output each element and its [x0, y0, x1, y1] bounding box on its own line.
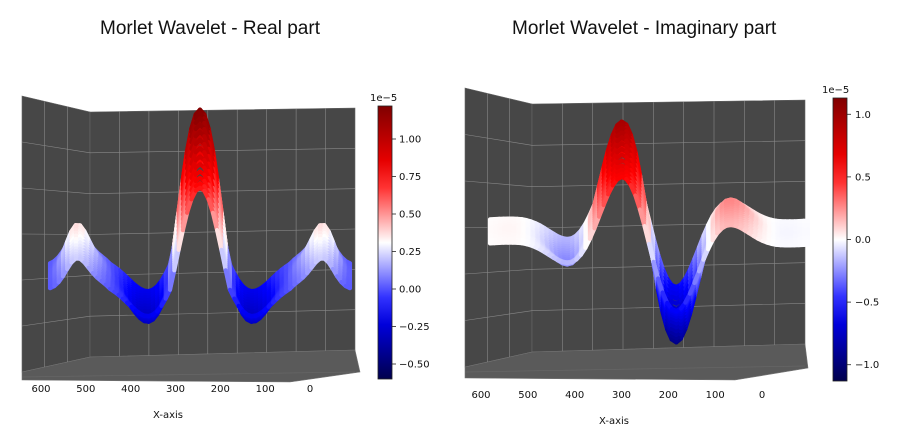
- grid-line: [21, 315, 91, 327]
- colorbar-tick-label: 1.00: [399, 135, 421, 146]
- x-tick-label: 500: [76, 384, 95, 395]
- x-tick-label: 300: [166, 384, 185, 395]
- colorbar-tick-label: −0.25: [399, 322, 430, 333]
- grid-line: [531, 140, 806, 146]
- colorbar-tick-label: −0.50: [399, 360, 430, 371]
- x-tick-label: 100: [256, 384, 275, 395]
- x-tick-label: 600: [471, 390, 490, 401]
- surface-segment: [655, 276, 665, 295]
- surface-segment: [189, 141, 198, 159]
- surface-segment: [642, 224, 652, 247]
- surface-segment: [202, 126, 211, 145]
- surface-segment: [189, 134, 198, 151]
- grid-line: [89, 309, 356, 317]
- x-tick-label: 200: [659, 390, 678, 401]
- x-tick-label: 100: [706, 390, 725, 401]
- surface-segment: [223, 268, 233, 292]
- chart-title-imaginary: Morlet Wavelet - Imaginary part: [512, 18, 777, 39]
- colorbar-tick-label: 0.75: [399, 172, 421, 183]
- x-tick-label: 500: [518, 390, 537, 401]
- x-axis-line: [21, 371, 356, 378]
- surface-segment: [176, 228, 185, 252]
- surface-segment: [185, 197, 194, 215]
- surface-segment: [215, 228, 224, 252]
- x-tick-label: 300: [612, 390, 631, 401]
- grid-line: [89, 188, 356, 194]
- surface-segment: [180, 210, 190, 233]
- x-axis-label: X-axis: [153, 410, 183, 421]
- surface-segment: [633, 193, 643, 212]
- grid-line: [21, 187, 91, 194]
- grid-line: [21, 141, 91, 154]
- colorbar-tick-label: 0.0: [855, 235, 871, 246]
- surface-segment: [219, 247, 228, 273]
- surface-segment: [189, 126, 198, 145]
- surface-segment: [167, 268, 177, 292]
- surface-segment: [206, 197, 215, 215]
- grid-line: [89, 148, 356, 154]
- x-axis-label: X-axis: [599, 416, 629, 427]
- x-tick-label: 400: [565, 390, 584, 401]
- surface-segment: [210, 210, 220, 233]
- colorbar-tick-label: 1.0: [855, 110, 871, 121]
- x-axis-line: [464, 365, 806, 373]
- grid-line: [464, 269, 533, 275]
- floor-pane: [21, 349, 361, 383]
- grid-line: [464, 310, 533, 321]
- surface-segment: [646, 241, 656, 264]
- surface-segment: [202, 134, 211, 151]
- chart-title-real: Morlet Wavelet - Real part: [100, 18, 320, 39]
- colorbar: [377, 105, 393, 380]
- x-tick-label: 600: [31, 384, 50, 395]
- floor-pane: [464, 343, 809, 381]
- surface-segment: [172, 247, 181, 273]
- surface-segment: [202, 141, 211, 159]
- colorbar-tick-label: 0.00: [399, 285, 421, 296]
- surface-segment: [343, 284, 353, 291]
- colorbar-tick-label: 0.5: [855, 172, 871, 183]
- surface-segment: [637, 207, 647, 229]
- colorbar-tick-label: −0.5: [855, 298, 879, 309]
- surface-segment: [651, 259, 661, 281]
- colorbar-exponent: 1e−5: [370, 93, 397, 104]
- surface-plot-real: 600 500 400 300 200 100 0 X-axis 1e−5 1.00 0.75 0.5…: [21, 93, 430, 421]
- colorbar-exponent: 1e−5: [822, 85, 849, 96]
- surface: [487, 119, 811, 345]
- x-tick-label: 0: [759, 390, 765, 401]
- x-tick-label: 200: [211, 384, 230, 395]
- surface: [47, 107, 353, 324]
- x-tick-label: 0: [307, 384, 313, 395]
- x-tick-label: 400: [121, 384, 140, 395]
- colorbar-tick-label: 0.50: [399, 210, 421, 221]
- grid-line: [531, 262, 806, 270]
- colorbar: [832, 97, 848, 382]
- grid-line: [464, 180, 533, 187]
- grid-lines: [464, 93, 806, 362]
- grid-line: [464, 134, 533, 146]
- colorbar-tick-label: 0.25: [399, 247, 421, 258]
- grid-line: [531, 181, 806, 187]
- colorbar-tick-label: −1.0: [855, 360, 879, 371]
- surface-plot-imaginary: 600 500 400 300 200 100 0 X-axis 1e−5 1.0 0.5 0.0 −0…: [464, 85, 879, 427]
